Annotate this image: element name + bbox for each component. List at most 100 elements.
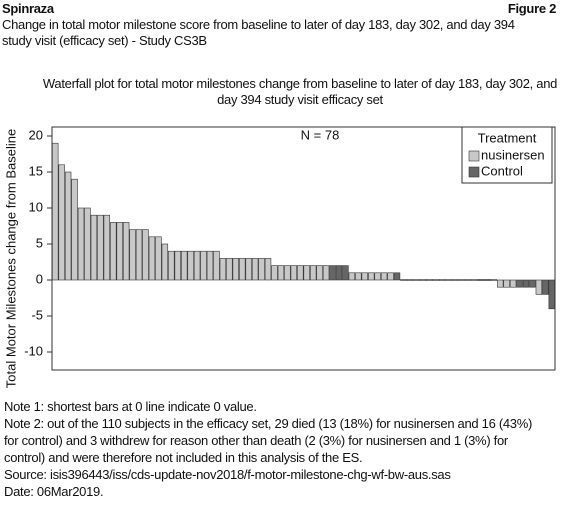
bar — [400, 279, 407, 281]
bar — [432, 279, 439, 281]
notes: Note 1: shortest bars at 0 line indicate… — [4, 398, 544, 500]
bar — [496, 279, 504, 288]
legend-title: Treatment — [478, 130, 537, 145]
bar — [180, 250, 188, 281]
bar — [522, 279, 530, 288]
y-tick-label: 10 — [29, 199, 43, 214]
bar — [355, 272, 362, 281]
bar — [368, 272, 375, 281]
bar — [290, 265, 298, 281]
bar — [277, 265, 285, 281]
bar — [464, 279, 472, 281]
bar — [426, 279, 433, 281]
note: Note 2: out of the 110 subjects in the e… — [4, 416, 533, 465]
bar — [245, 258, 252, 281]
bar — [438, 279, 446, 281]
bar — [71, 178, 78, 281]
bar — [445, 279, 452, 281]
bar — [477, 279, 485, 281]
bar — [297, 265, 304, 281]
bar — [161, 243, 169, 281]
y-tick-label: 5 — [36, 235, 43, 250]
bar — [316, 265, 323, 281]
bar — [64, 171, 72, 281]
bar — [529, 279, 536, 288]
bar — [309, 265, 317, 281]
legend-swatch — [468, 150, 480, 162]
header-left: Spinraza — [2, 1, 54, 16]
bar — [122, 222, 130, 281]
bar — [451, 279, 459, 281]
bar — [322, 265, 330, 281]
bar — [168, 250, 175, 281]
bar — [413, 279, 420, 281]
note: Note 1: shortest bars at 0 line indicate… — [4, 399, 257, 414]
bar — [490, 279, 497, 281]
bar — [148, 236, 156, 281]
chart-title: Waterfall plot for total motor milestone… — [42, 76, 558, 107]
y-tick-label: 0 — [36, 271, 43, 286]
bar — [342, 265, 349, 281]
bar — [232, 258, 239, 281]
bar — [135, 229, 143, 281]
bar — [509, 279, 517, 288]
bar — [548, 279, 555, 310]
bar — [110, 222, 117, 281]
bar — [542, 279, 549, 295]
bar — [458, 279, 465, 281]
bar — [380, 272, 388, 281]
bar — [103, 214, 111, 281]
bar — [271, 265, 278, 281]
bar — [213, 250, 220, 281]
bar — [471, 279, 478, 281]
bar — [219, 258, 227, 281]
legend-swatch — [468, 166, 480, 178]
bar — [284, 265, 291, 281]
note: Date: 06Mar2019. — [4, 484, 104, 499]
plot-frame — [51, 126, 556, 371]
bar — [142, 229, 149, 281]
bar — [206, 250, 214, 281]
bar — [251, 258, 259, 281]
bar — [503, 279, 510, 288]
bar — [516, 279, 523, 288]
bar — [335, 265, 343, 281]
bar — [84, 207, 91, 281]
legend-label: Control — [481, 163, 523, 178]
bar — [187, 250, 194, 281]
bar — [406, 279, 414, 281]
legend-label: nusinersen — [481, 147, 545, 162]
y-tick-label: -10 — [24, 343, 43, 358]
bar — [329, 265, 336, 281]
bar — [116, 222, 123, 281]
bar — [239, 258, 246, 281]
y-tick-label: -5 — [31, 307, 43, 322]
bar — [200, 250, 207, 281]
bar — [58, 164, 65, 281]
caption: Change in total motor milestone score fr… — [2, 17, 515, 48]
bar — [361, 272, 368, 281]
note: Source: isis396443/iss/cds-update-nov201… — [4, 467, 451, 482]
bar — [484, 279, 491, 281]
bar — [387, 272, 394, 281]
bar — [129, 229, 136, 281]
y-tick-label: 20 — [29, 127, 43, 142]
y-tick-label: 15 — [29, 163, 43, 178]
bar — [264, 258, 272, 281]
annotation: N = 78 — [301, 127, 340, 142]
bar — [419, 279, 427, 281]
bar — [97, 214, 104, 281]
bar — [90, 214, 98, 281]
bar — [258, 258, 265, 281]
bar — [374, 272, 381, 281]
y-axis-label: Total Motor Milestones change from Basel… — [3, 129, 18, 388]
bar — [393, 272, 401, 281]
bar — [193, 250, 201, 281]
bar — [226, 258, 233, 281]
header-right: Figure 2 — [507, 1, 556, 16]
bar — [52, 142, 59, 281]
bar — [535, 279, 543, 295]
bar — [303, 265, 310, 281]
